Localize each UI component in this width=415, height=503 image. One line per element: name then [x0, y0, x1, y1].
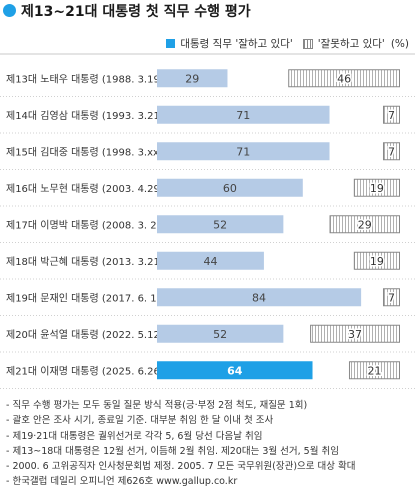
category-label: 제17대 이명박 대통령 (2008. 3. 2): [6, 219, 161, 231]
legend-unit: (%): [390, 37, 409, 50]
note-line: - 제13~18대 대통령은 12월 선거, 이듬해 2월 취임. 제20대는 …: [6, 445, 339, 457]
disapprove-bar: [288, 69, 400, 88]
disapprove-bar: [348, 361, 400, 380]
legend-approve-label: 대통령 직무 '잘하고 있다': [180, 38, 293, 50]
disapprove-bar: [310, 324, 400, 343]
disapprove-value-label: 7: [388, 145, 395, 158]
approve-value-label: 44: [203, 255, 217, 268]
disapprove-value-label: 29: [358, 218, 372, 231]
approve-bar: [157, 251, 264, 270]
note-line: - 제19·21대 대통령은 궐위선거로 각각 5, 6월 당선 다음날 취임: [6, 430, 263, 442]
approve-value-label: 64: [227, 364, 243, 377]
approve-bar: [157, 105, 330, 124]
disapprove-value-label: 19: [370, 182, 384, 195]
approval-chart: 제13대 노태우 대통령 (1988. 3.19) 29 46 제14대 김영삼 대통…: [0, 53, 415, 389]
disapprove-bar: [353, 251, 400, 270]
approve-bar: [157, 178, 303, 197]
approve-bar: [157, 288, 362, 307]
disapprove-value-label: 21: [367, 364, 381, 377]
category-label: 제16대 노무현 대통령 (2003. 4.29): [6, 183, 164, 195]
disapprove-bar: [353, 178, 400, 197]
legend-disapprove-label: '잘못하고 있다': [317, 38, 385, 50]
chart-title: 제13~21대 대통령 첫 직무 수행 평가: [21, 4, 251, 20]
disapprove-value-label: 37: [348, 328, 362, 341]
category-label: 제14대 김영삼 대통령 (1993. 3.21): [6, 110, 164, 122]
approve-bar: [157, 142, 330, 161]
disapprove-bar: [382, 288, 400, 307]
category-label: 제18대 박근혜 대통령 (2013. 3.21): [6, 256, 164, 268]
note-line: - 직무 수행 평가는 모두 동일 질문 방식 적용(긍·부정 2점 척도, 재…: [6, 400, 308, 411]
disapprove-bar: [382, 105, 400, 124]
notes: - 직무 수행 평가는 모두 동일 질문 방식 적용(긍·부정 2점 척도, 재…: [6, 398, 411, 490]
approve-value-label: 52: [213, 328, 227, 341]
note-line: - 괄호 안은 조사 시기, 종료일 기준. 대부분 취임 한 달 이내 첫 조…: [6, 415, 274, 427]
approve-value-label: 71: [236, 145, 250, 158]
header: 제13~21대 대통령 첫 직무 수행 평가: [0, 0, 415, 24]
category-label: 제19대 문재인 대통령 (2017. 6. 1): [6, 292, 161, 304]
title-bullet-icon: [3, 4, 16, 17]
legend-disapprove-swatch: [302, 38, 313, 49]
disapprove-value-label: 7: [388, 109, 395, 122]
legend-approve-swatch: [166, 39, 176, 48]
approve-value-label: 52: [213, 218, 227, 231]
category-label: 제21대 이재명 대통령 (2025. 6.26): [6, 365, 164, 377]
disapprove-value-label: 7: [388, 291, 395, 304]
note-line: - 한국갤럽 데일리 오피니언 제626호 www.gallup.co.kr: [6, 476, 238, 488]
approve-bar: [157, 69, 228, 88]
approve-bar: [157, 215, 284, 234]
category-label: 제13대 노태우 대통령 (1988. 3.19): [6, 73, 164, 85]
approve-bar: [157, 324, 284, 343]
approve-value-label: 71: [236, 109, 250, 122]
approve-bar: [157, 361, 313, 380]
legend: 대통령 직무 '잘하고 있다' '잘못하고 있다' (%): [166, 36, 409, 51]
disapprove-bar: [329, 215, 400, 234]
approve-value-label: 84: [252, 291, 266, 304]
note-line: - 2000. 6 고위공직자 인사청문회법 제정. 2005. 7 모든 국무…: [6, 461, 356, 473]
disapprove-bar: [382, 142, 400, 161]
approve-value-label: 60: [223, 182, 237, 195]
category-label: 제15대 김대중 대통령 (1998. 3.xx): [6, 146, 163, 158]
disapprove-value-label: 19: [370, 255, 384, 268]
approve-value-label: 29: [185, 72, 199, 85]
category-label: 제20대 윤석열 대통령 (2022. 5.12): [6, 329, 164, 341]
disapprove-value-label: 46: [337, 72, 351, 85]
